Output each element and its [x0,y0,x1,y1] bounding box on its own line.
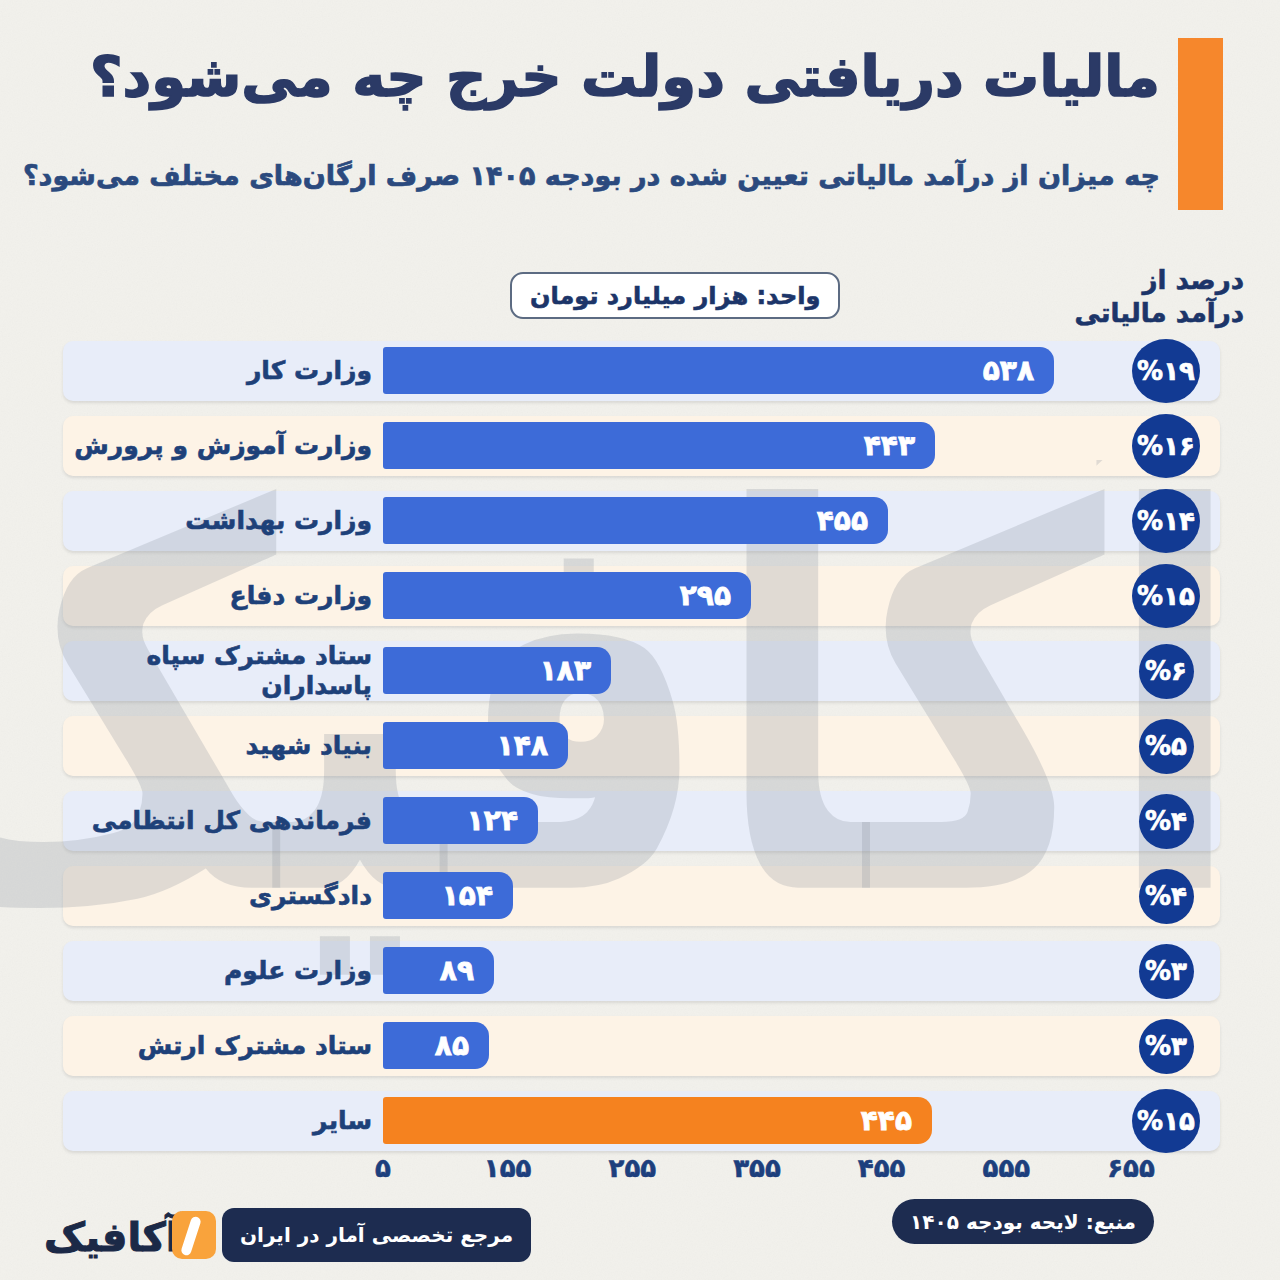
bar-value-label: ۴۵۵ [817,497,868,544]
percent-badge: %۱۵ [1132,1089,1200,1153]
percent-badge: %۱۴ [1132,489,1200,553]
bar-value-label: ۱۵۴ [442,872,493,919]
bar-value-label: ۸۹ [440,947,474,994]
percent-column-header: درصد از درآمد مالیاتی [1075,264,1244,331]
x-axis-tick-label: ۳۵۵ [733,1153,781,1183]
row-label: فرماندهی کل انتظامی [68,791,372,851]
chart-row: دادگستری ۱۵۴ %۴ [63,866,1220,926]
chart-row: سایر ۴۴۵ %۱۵ [63,1091,1220,1151]
row-label: وزارت کار [68,341,372,401]
akafik-logo-text: آکافیک [44,1214,179,1260]
chart-row: وزارت آموزش و پرورش ۴۴۳ %۱۶ [63,416,1220,476]
percent-badge: %۳ [1139,1019,1194,1074]
bar: ۴۵۵ [383,497,888,544]
bar: ۵۳۸ [383,347,1054,394]
row-label: وزارت بهداشت [68,491,372,551]
percent-header-line2: درآمد مالیاتی [1075,297,1244,330]
percent-badge: %۵ [1139,719,1194,774]
row-label: سایر [68,1091,372,1151]
akafik-logo-icon [172,1211,216,1259]
chart-row: وزارت علوم ۸۹ %۳ [63,941,1220,1001]
bar-value-label: ۱۲۴ [467,797,518,844]
bar-value-label: ۸۵ [435,1022,469,1069]
row-label: وزارت علوم [68,941,372,1001]
chart-row: وزارت بهداشت ۴۵۵ %۱۴ [63,491,1220,551]
x-axis-tick-label: ۴۵۵ [858,1153,906,1183]
bar-value-label: ۱۴۸ [497,722,548,769]
percent-badge: %۳ [1139,944,1194,999]
percent-badge: %۱۶ [1132,414,1200,478]
footer-tagline: مرجع تخصصی آمار در ایران [222,1208,531,1262]
row-label: وزارت آموزش و پرورش [68,416,372,476]
row-label: بنیاد شهید [68,716,372,776]
row-label: ستاد مشترک ارتش [68,1016,372,1076]
percent-badge: %۴ [1139,869,1194,924]
percent-header-line1: درصد از [1075,264,1244,297]
bar: ۱۴۸ [383,722,568,769]
bar: ۱۲۴ [383,797,538,844]
bar-value-label: ۱۸۳ [540,647,591,694]
percent-badge: %۴ [1139,794,1194,849]
bar: ۸۹ [383,947,494,994]
chart-row: ستاد مشترک سپاه پاسداران ۱۸۳ %۶ [63,641,1220,701]
chart-row: فرماندهی کل انتظامی ۱۲۴ %۴ [63,791,1220,851]
bar: ۱۵۴ [383,872,513,919]
bar: ۲۹۵ [383,572,751,619]
bar-value-label: ۴۴۵ [861,1097,912,1144]
title-accent-bar [1178,38,1223,210]
x-axis-tick-label: ۵۵۵ [983,1153,1031,1183]
bar-value-label: ۵۳۸ [983,347,1034,394]
bar: ۱۸۳ [383,647,611,694]
x-axis-tick-label: ۱۵۵ [484,1153,532,1183]
row-label: وزارت دفاع [68,566,372,626]
bar-value-label: ۲۹۵ [680,572,731,619]
bar-value-label: ۴۴۳ [864,422,915,469]
percent-badge: %۱۹ [1132,339,1200,403]
bar-chart: وزارت کار ۵۳۸ %۱۹ وزارت آموزش و پرورش ۴۴۳ %۱۶… [0,341,1280,1221]
logo-slash-icon [180,1215,202,1256]
source-badge: منبع: لایحه بودجه ۱۴۰۵ [892,1199,1154,1244]
page-title: مالیات دریافتی دولت خرج چه می‌شود؟ [90,44,1160,109]
chart-row: وزارت دفاع ۲۹۵ %۱۵ [63,566,1220,626]
row-label: ستاد مشترک سپاه پاسداران [68,641,372,701]
row-label: دادگستری [68,866,372,926]
chart-row: وزارت کار ۵۳۸ %۱۹ [63,341,1220,401]
x-axis-tick-label: ۲۵۵ [609,1153,657,1183]
chart-row: بنیاد شهید ۱۴۸ %۵ [63,716,1220,776]
x-axis: ۵ ۱۵۵ ۲۵۵ ۳۵۵ ۴۵۵ ۵۵۵ ۶۵۵ [0,1153,1280,1189]
bar: ۴۴۵ [383,1097,932,1144]
bar: ۴۴۳ [383,422,935,469]
bar: ۸۵ [383,1022,489,1069]
x-axis-tick-label: ۵ [375,1153,391,1183]
page-subtitle: چه میزان از درآمد مالیاتی تعیین شده در ب… [23,160,1160,191]
unit-badge: واحد: هزار میلیارد تومان [510,272,840,319]
percent-badge: %۱۵ [1132,564,1200,628]
percent-badge: %۶ [1139,644,1194,699]
x-axis-tick-label: ۶۵۵ [1107,1153,1155,1183]
chart-row: ستاد مشترک ارتش ۸۵ %۳ [63,1016,1220,1076]
